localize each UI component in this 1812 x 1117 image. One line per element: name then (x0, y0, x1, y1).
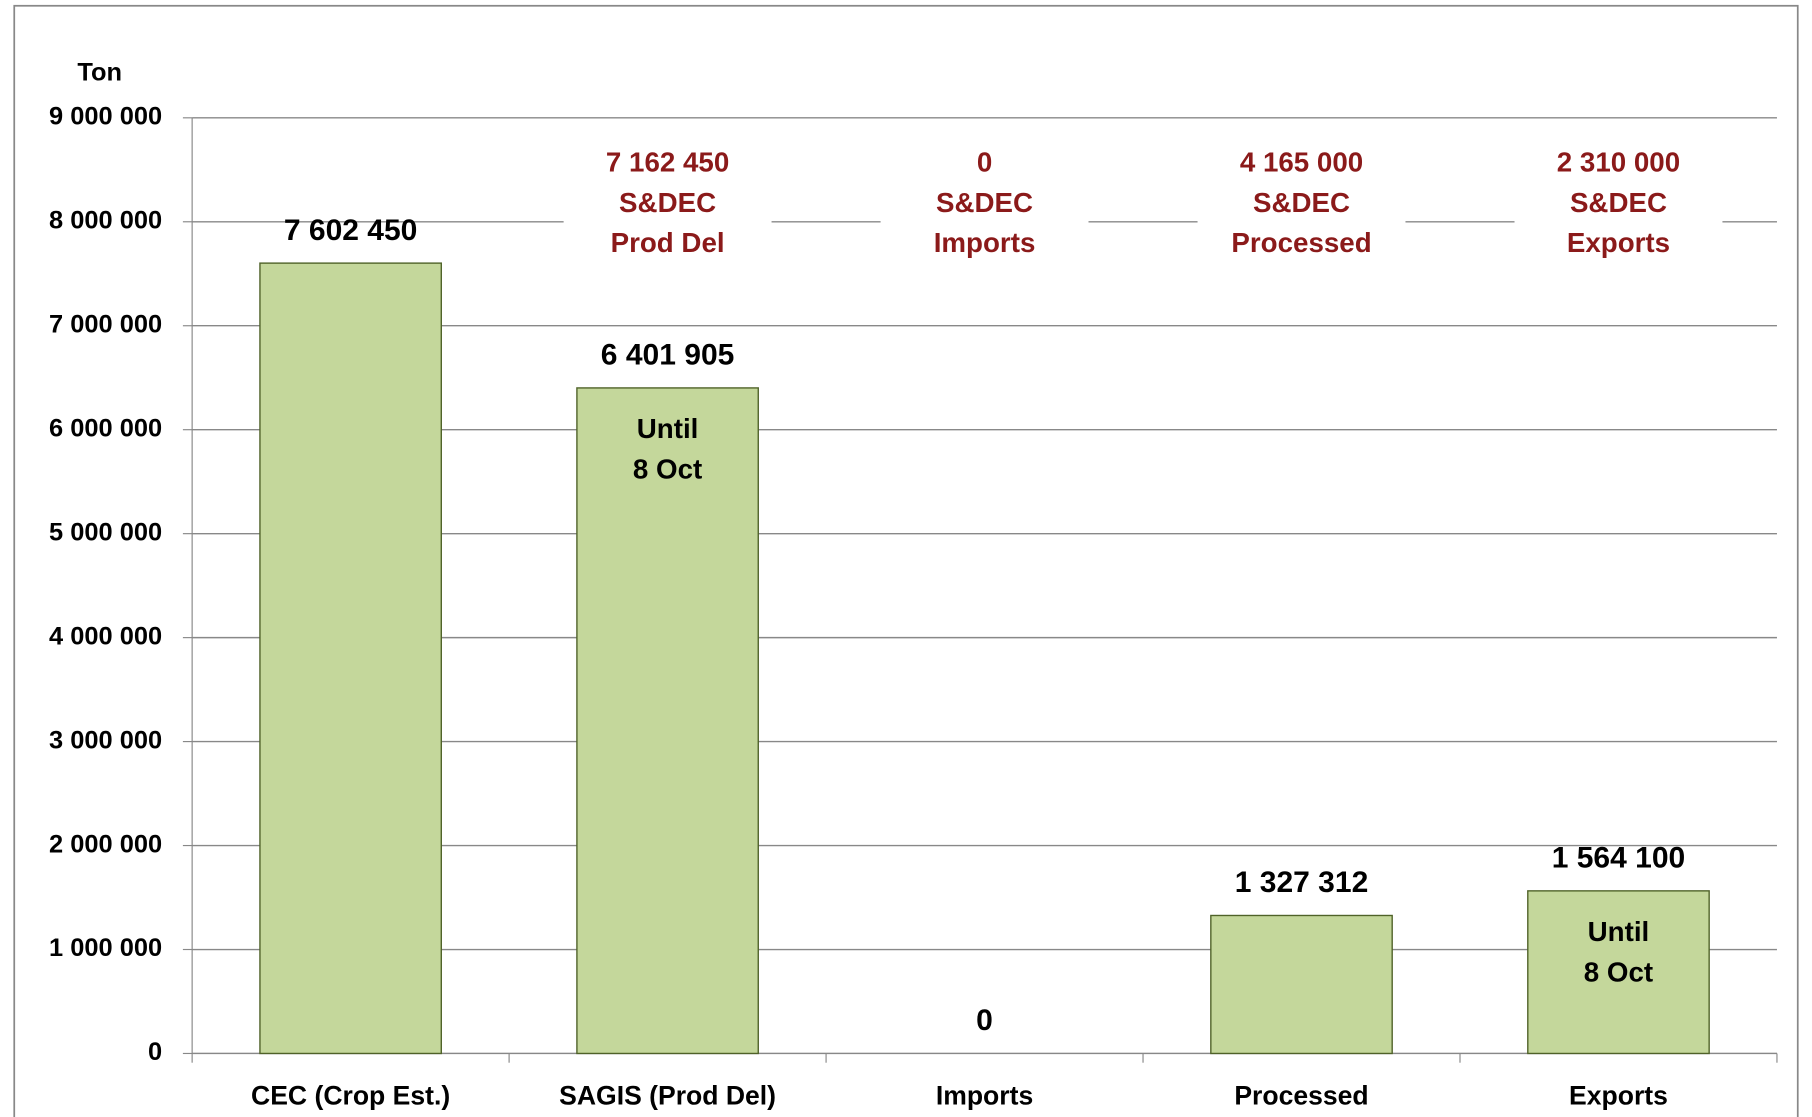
annotation-background (1197, 140, 1406, 268)
value-label: 1 327 312 (1235, 866, 1369, 899)
y-axis-label: Ton (77, 59, 122, 87)
target-annotation: S&DEC (1570, 187, 1667, 218)
target-annotation: S&DEC (936, 187, 1033, 218)
y-tick-label: 1 000 000 (49, 934, 162, 962)
bar (1210, 914, 1393, 1055)
x-tick-label: Processed (1234, 1080, 1368, 1110)
bar-note: 8 Oct (633, 453, 702, 484)
value-label: 1 564 100 (1552, 842, 1686, 875)
annotation-background (563, 140, 772, 268)
bar-note: 8 Oct (1584, 956, 1653, 987)
target-annotation: Imports (934, 227, 1036, 258)
annotation-background (1514, 140, 1723, 268)
y-tick-label: 2 000 000 (49, 830, 162, 858)
y-tick-label: 0 (148, 1038, 162, 1066)
target-annotation: Prod Del (611, 227, 725, 258)
x-tick-label: Imports (936, 1080, 1033, 1110)
target-annotation: Processed (1231, 227, 1371, 258)
x-tick-label: SAGIS (Prod Del) (559, 1080, 776, 1110)
bar-note: Until (1588, 916, 1650, 947)
target-annotation: S&DEC (619, 187, 716, 218)
target-annotation: 0 (977, 146, 992, 177)
bar (259, 262, 442, 1055)
target-annotation: Exports (1567, 227, 1670, 258)
x-tick-label: Exports (1569, 1080, 1668, 1110)
target-annotation: 2 310 000 (1557, 146, 1680, 177)
target-annotation: S&DEC (1253, 187, 1350, 218)
bar (1527, 890, 1710, 1055)
annotation-background (880, 140, 1089, 268)
y-tick-label: 3 000 000 (49, 726, 162, 754)
target-annotation: 7 162 450 (606, 146, 729, 177)
y-tick-label: 8 000 000 (49, 207, 162, 235)
y-tick-label: 5 000 000 (49, 518, 162, 546)
y-tick-label: 4 000 000 (49, 622, 162, 650)
value-label: 7 602 450 (284, 214, 418, 247)
value-label: 6 401 905 (601, 339, 735, 372)
x-tick-label: CEC (Crop Est.) (251, 1080, 450, 1110)
bar-note: Until (637, 413, 699, 444)
value-label: 0 (976, 1004, 993, 1037)
target-annotation: 4 165 000 (1240, 146, 1363, 177)
y-tick-label: 9 000 000 (49, 103, 162, 131)
y-tick-label: 6 000 000 (49, 414, 162, 442)
y-tick-label: 7 000 000 (49, 310, 162, 338)
bar (576, 387, 759, 1055)
